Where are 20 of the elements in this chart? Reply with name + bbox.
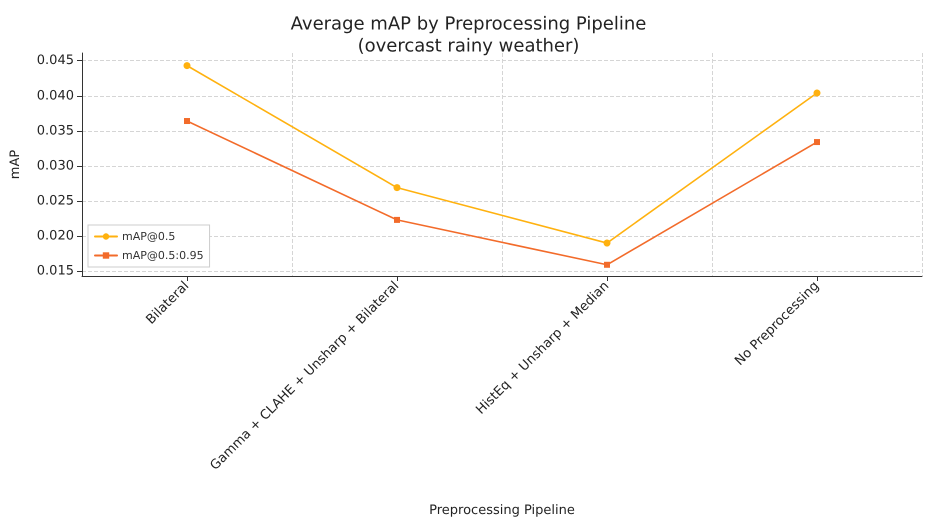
point [394, 216, 400, 223]
y-tick-label: 0.045 [36, 53, 74, 68]
y-tick-label: 0.015 [36, 264, 74, 279]
point [814, 89, 820, 96]
y-tick-label: 0.030 [36, 158, 74, 174]
legend-label: mAP@0.5:0.95 [122, 249, 204, 262]
chart-title: Average mAP by Preprocessing Pipeline (overcast rainy weather) [290, 14, 646, 56]
y-axis-title: mAP [8, 150, 23, 180]
point [394, 184, 400, 192]
y-tick-label: 0.020 [36, 228, 74, 244]
legend-label: mAP@0.5 [122, 230, 176, 243]
point [184, 62, 190, 70]
y-tick-label: 0.035 [36, 123, 74, 138]
y-tick-label: 0.025 [36, 193, 74, 208]
y-tick-label: 0.040 [36, 88, 74, 104]
point [604, 240, 610, 247]
point [814, 139, 820, 146]
x-axis-title: Preprocessing Pipeline [429, 503, 575, 518]
point [184, 118, 190, 124]
point [604, 262, 610, 268]
